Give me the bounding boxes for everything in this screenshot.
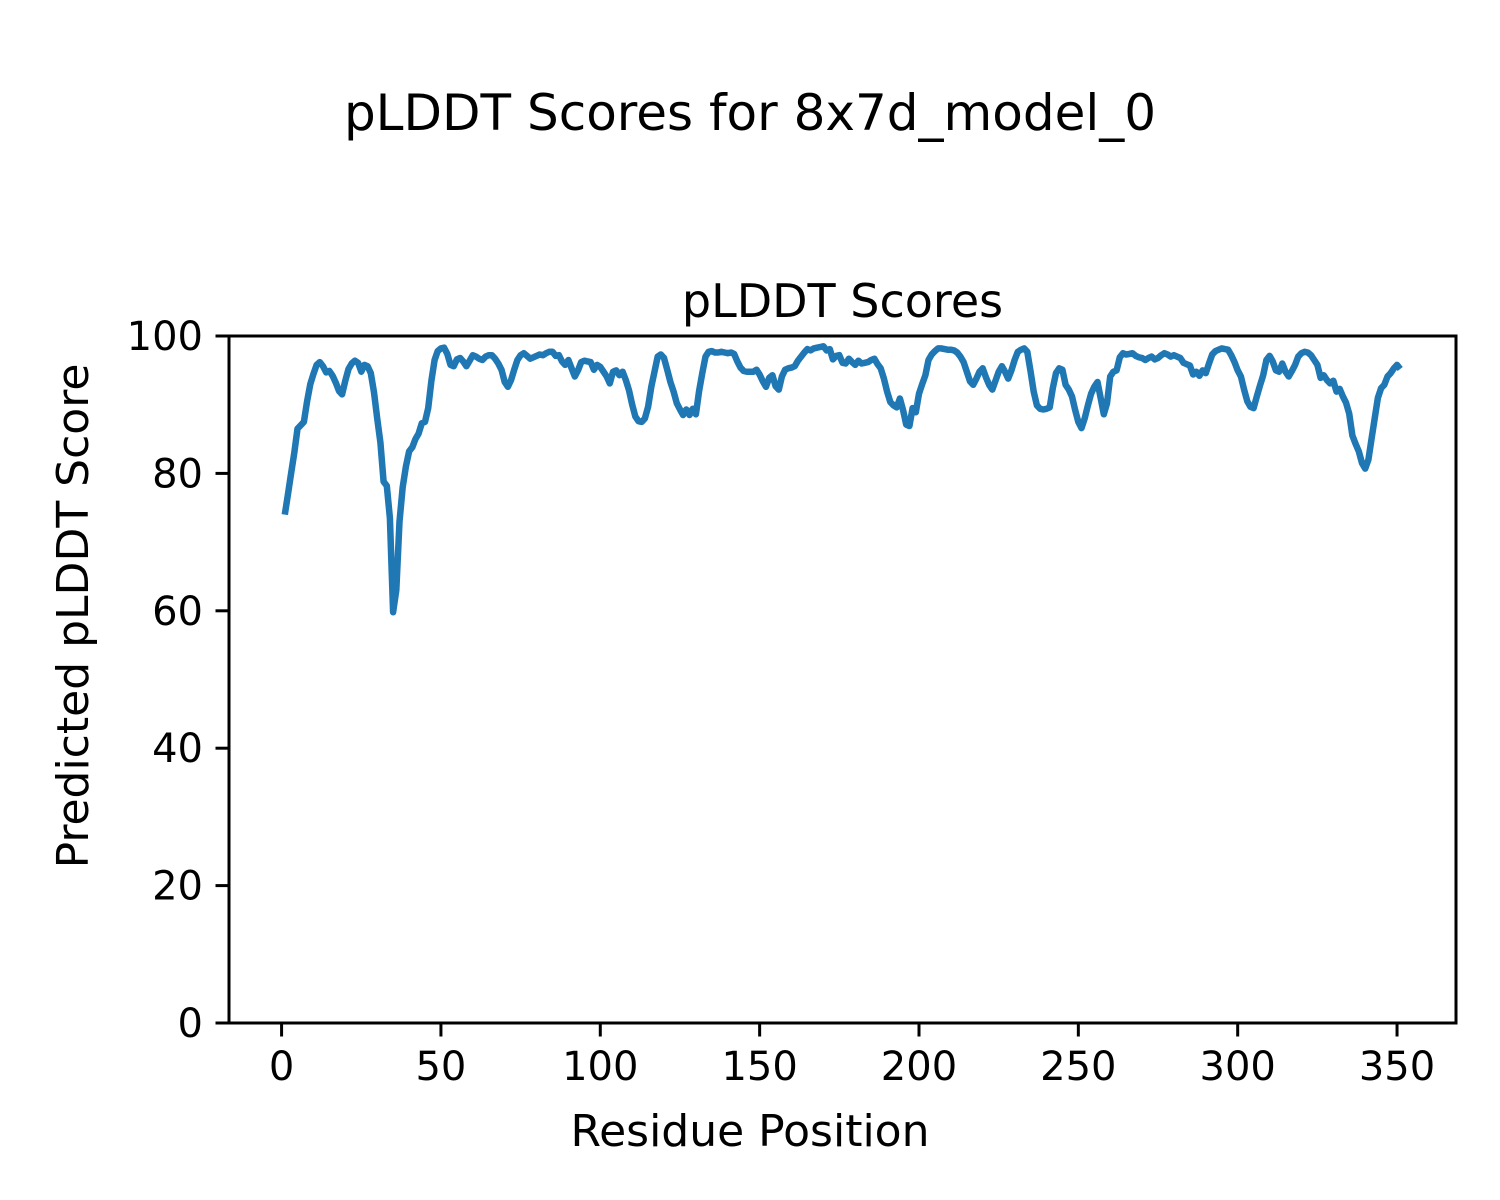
- x-axis-label: Residue Position: [570, 1106, 930, 1157]
- y-tick-label: 20: [152, 864, 203, 910]
- figure-title: pLDDT Scores for 8x7d_model_0: [343, 84, 1157, 142]
- y-tick-label: 100: [127, 314, 203, 360]
- axes-frame: [227, 334, 1458, 1025]
- x-tick-label: 250: [1040, 1044, 1116, 1090]
- x-tick-label: 100: [562, 1044, 638, 1090]
- x-tick-label: 300: [1200, 1044, 1276, 1090]
- x-tick-label: 0: [269, 1044, 294, 1090]
- y-tick-label: 0: [178, 1001, 203, 1047]
- plot-line: [281, 343, 1403, 616]
- axes-title: pLDDT Scores: [681, 274, 1004, 328]
- y-tick-label: 60: [152, 589, 203, 635]
- x-tick-label: 200: [881, 1044, 957, 1090]
- x-tick-label: 150: [721, 1044, 797, 1090]
- y-tick-label: 80: [152, 451, 203, 497]
- y-tick-label: 40: [152, 726, 203, 772]
- x-tick-label: 50: [415, 1044, 466, 1090]
- x-tick-label: 350: [1359, 1044, 1435, 1090]
